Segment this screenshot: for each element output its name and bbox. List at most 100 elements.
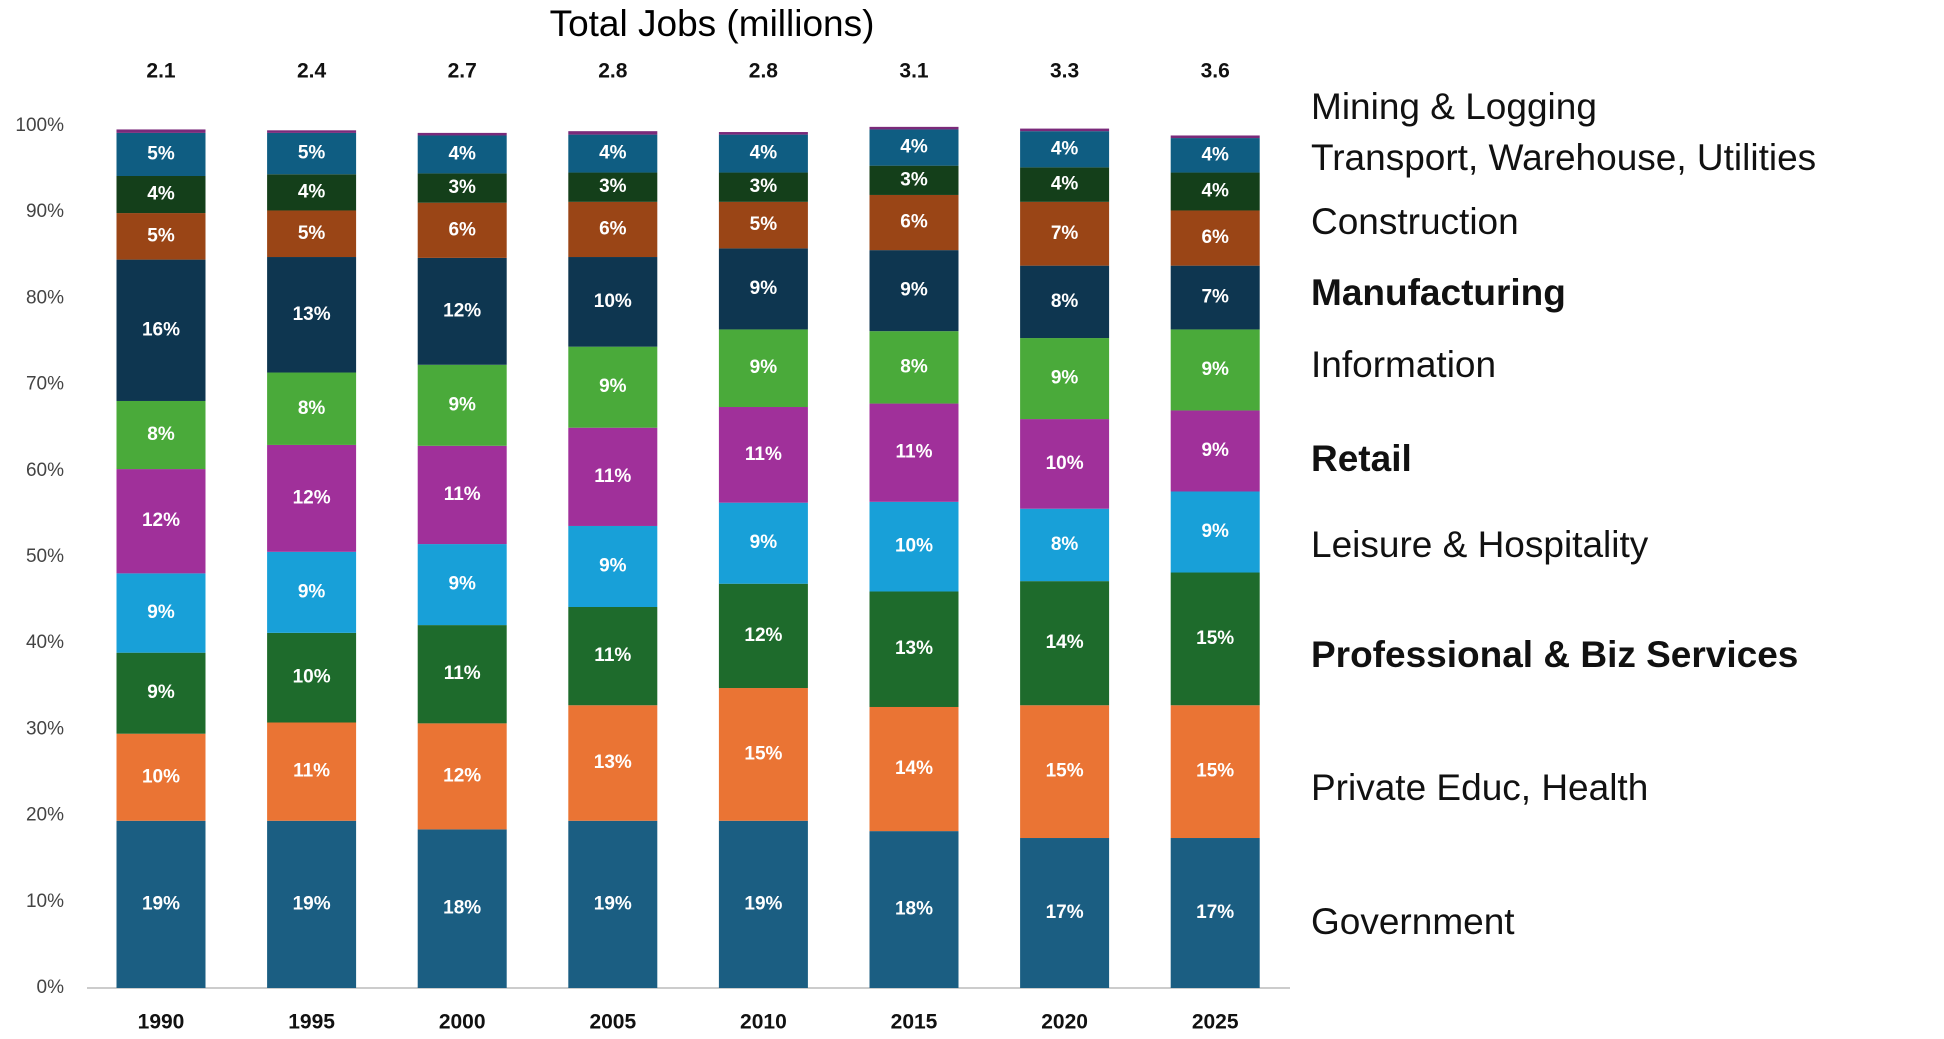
- data-label: 4%: [1051, 174, 1079, 195]
- legend-label: Private Educ, Health: [1311, 767, 1648, 808]
- legend-label: Construction: [1311, 201, 1519, 242]
- bar-segment: [116, 259, 206, 401]
- data-label: 9%: [1201, 521, 1229, 542]
- data-label: 4%: [1201, 181, 1229, 202]
- bar-segment: [417, 445, 507, 545]
- data-label: 9%: [1201, 440, 1229, 461]
- data-label: 10%: [594, 291, 632, 312]
- bar-segment: [1020, 508, 1110, 582]
- bar-segment: [1170, 329, 1260, 411]
- bar-segment: [1170, 172, 1260, 211]
- bar-segment: [869, 591, 959, 707]
- data-label: 5%: [298, 223, 326, 244]
- data-label: 8%: [147, 424, 175, 445]
- bar-segment: [116, 400, 206, 470]
- bar-segment: [417, 544, 507, 626]
- bar-segment: [1020, 265, 1110, 339]
- bar-segment: [1170, 572, 1260, 706]
- bar-segment: [718, 407, 808, 503]
- bar-segment: [568, 131, 658, 135]
- bar-segment: [417, 625, 507, 724]
- total-label: 2.4: [297, 60, 327, 83]
- x-tick-label: 2020: [1041, 1011, 1088, 1034]
- bar-segment: [869, 706, 959, 832]
- data-label: 8%: [900, 356, 928, 377]
- data-label: 11%: [444, 663, 481, 684]
- data-label: 10%: [1046, 453, 1084, 474]
- data-label: 4%: [448, 143, 476, 164]
- bar-segment: [267, 820, 357, 988]
- y-tick-label: 10%: [26, 891, 64, 912]
- data-label: 14%: [895, 758, 933, 779]
- bar-segment: [1020, 419, 1110, 509]
- data-label: 9%: [1051, 368, 1079, 389]
- bar-segment: [1020, 131, 1110, 168]
- data-label: 9%: [147, 682, 175, 703]
- bar-segment: [718, 688, 808, 821]
- data-label: 14%: [1046, 632, 1084, 653]
- total-label: 3.3: [1050, 60, 1079, 83]
- bar-segment: [417, 202, 507, 258]
- bar-segment: [1170, 135, 1260, 139]
- data-label: 3%: [599, 176, 627, 197]
- total-label: 2.1: [146, 60, 176, 83]
- bar-segment: [1020, 128, 1110, 132]
- bar-segment: [116, 175, 206, 214]
- data-label: 4%: [1051, 138, 1079, 159]
- bar-segment: [116, 129, 206, 133]
- data-label: 18%: [443, 898, 481, 919]
- bar-segment: [267, 632, 357, 723]
- bar-segment: [568, 606, 658, 706]
- y-tick-label: 80%: [26, 287, 64, 308]
- data-label: 19%: [594, 893, 632, 914]
- data-label: 7%: [1051, 223, 1079, 244]
- data-label: 9%: [599, 555, 627, 576]
- data-label: 12%: [443, 765, 481, 786]
- data-label: 4%: [750, 143, 778, 164]
- bar-segment: [568, 172, 658, 202]
- data-label: 9%: [599, 376, 627, 397]
- data-label: 10%: [293, 667, 331, 688]
- y-tick-label: 90%: [26, 201, 64, 222]
- bar-segment: [417, 723, 507, 830]
- bar-segment: [718, 172, 808, 202]
- y-tick-label: 0%: [37, 977, 65, 998]
- bar-segment: [1020, 167, 1110, 202]
- total-label: 3.6: [1201, 60, 1230, 83]
- bar-segment: [1170, 210, 1260, 266]
- bar-segment: [869, 331, 959, 404]
- bar-segment: [568, 427, 658, 526]
- bar-segment: [417, 132, 507, 136]
- x-tick-label: 1995: [288, 1011, 335, 1034]
- data-label: 10%: [895, 536, 933, 557]
- bar-segment: [568, 346, 658, 428]
- x-tick-label: 2000: [439, 1011, 486, 1034]
- data-label: 11%: [594, 466, 631, 487]
- bar-segment: [267, 130, 357, 133]
- bar-segment: [417, 257, 507, 365]
- data-label: 12%: [744, 625, 782, 646]
- bar-segment: [568, 705, 658, 821]
- bar-segment: [267, 551, 357, 633]
- y-tick-label: 30%: [26, 718, 64, 739]
- x-tick-label: 2025: [1192, 1011, 1239, 1034]
- bar-segment: [417, 829, 507, 988]
- data-label: 9%: [750, 532, 778, 553]
- data-label: 13%: [293, 304, 331, 325]
- bar-segment: [267, 444, 357, 552]
- data-label: 9%: [750, 357, 778, 378]
- bar-segment: [568, 257, 658, 347]
- y-tick-label: 70%: [26, 374, 64, 395]
- bar-segment: [417, 173, 507, 203]
- bar-segment: [1170, 138, 1260, 173]
- data-label: 13%: [594, 752, 632, 773]
- data-label: 3%: [750, 176, 778, 197]
- bar-segment: [1170, 838, 1260, 988]
- data-label: 19%: [142, 893, 180, 914]
- bar-segment: [267, 722, 357, 821]
- data-label: 15%: [1196, 628, 1234, 649]
- bar-segment: [718, 820, 808, 988]
- data-label: 9%: [900, 280, 928, 301]
- data-label: 10%: [142, 766, 180, 787]
- bar-segment: [1020, 705, 1110, 839]
